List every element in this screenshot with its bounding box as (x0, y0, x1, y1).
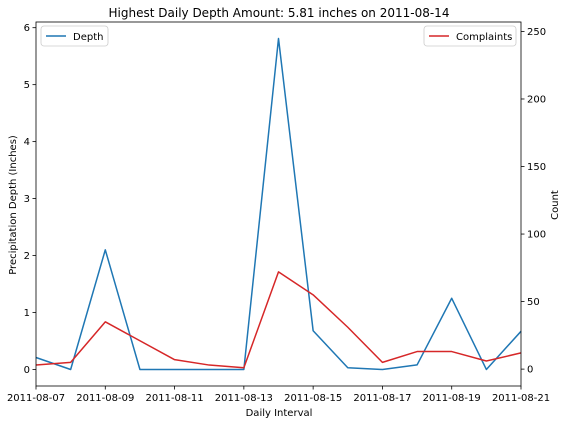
y-right-tick-label: 150 (527, 162, 546, 173)
legend-depth-label: Depth (73, 32, 103, 43)
x-tick-label: 2011-08-21 (492, 393, 550, 404)
y-left-tick-label: 3 (24, 194, 30, 205)
y-axis-left-label: Precipitation Depth (Inches) (8, 135, 19, 275)
x-tick-label: 2011-08-13 (215, 393, 273, 404)
y-left-tick-label: 2 (24, 251, 30, 262)
x-tick-label: 2011-08-11 (146, 393, 204, 404)
plot-area (35, 37, 522, 371)
y-left-tick-label: 6 (24, 23, 30, 34)
y-left-tick-label: 0 (24, 365, 30, 376)
legend-depth-box (40, 25, 109, 47)
series-line-depth (35, 37, 522, 371)
axes: 2011-08-07 2011-08-09 2011-08-11 2011-08-13… (7, 21, 550, 404)
x-tick-label: 2011-08-09 (76, 393, 134, 404)
x-tick-label: 2011-08-17 (353, 393, 411, 404)
x-tick-label: 2011-08-15 (284, 393, 342, 404)
y-right-tick-label: 200 (527, 94, 546, 105)
legend-complaints: Complaints (423, 25, 517, 47)
y-right-tick-label: 250 (527, 27, 546, 38)
y-left-tick-label: 4 (24, 137, 30, 148)
x-tick-label: 2011-08-19 (423, 393, 481, 404)
x-tick-label: 2011-08-07 (7, 393, 65, 404)
chart-title: Highest Daily Depth Amount: 5.81 inches … (109, 6, 450, 20)
x-axis-label: Daily Interval (246, 408, 313, 419)
y-left-tick-label: 1 (24, 308, 30, 319)
legend-complaints-box (423, 25, 517, 47)
legend-depth: Depth (40, 25, 109, 47)
y-right-tick-label: 100 (527, 230, 546, 241)
y-right-tick-label: 50 (527, 297, 540, 308)
y-left-tick-label: 5 (24, 80, 30, 91)
y-axis-right-label: Count (550, 190, 561, 220)
y-right-tick-label: 0 (527, 365, 533, 376)
series-line-complaints (35, 271, 522, 369)
plot-frame (35, 21, 522, 387)
legend-complaints-label: Complaints (456, 32, 512, 43)
